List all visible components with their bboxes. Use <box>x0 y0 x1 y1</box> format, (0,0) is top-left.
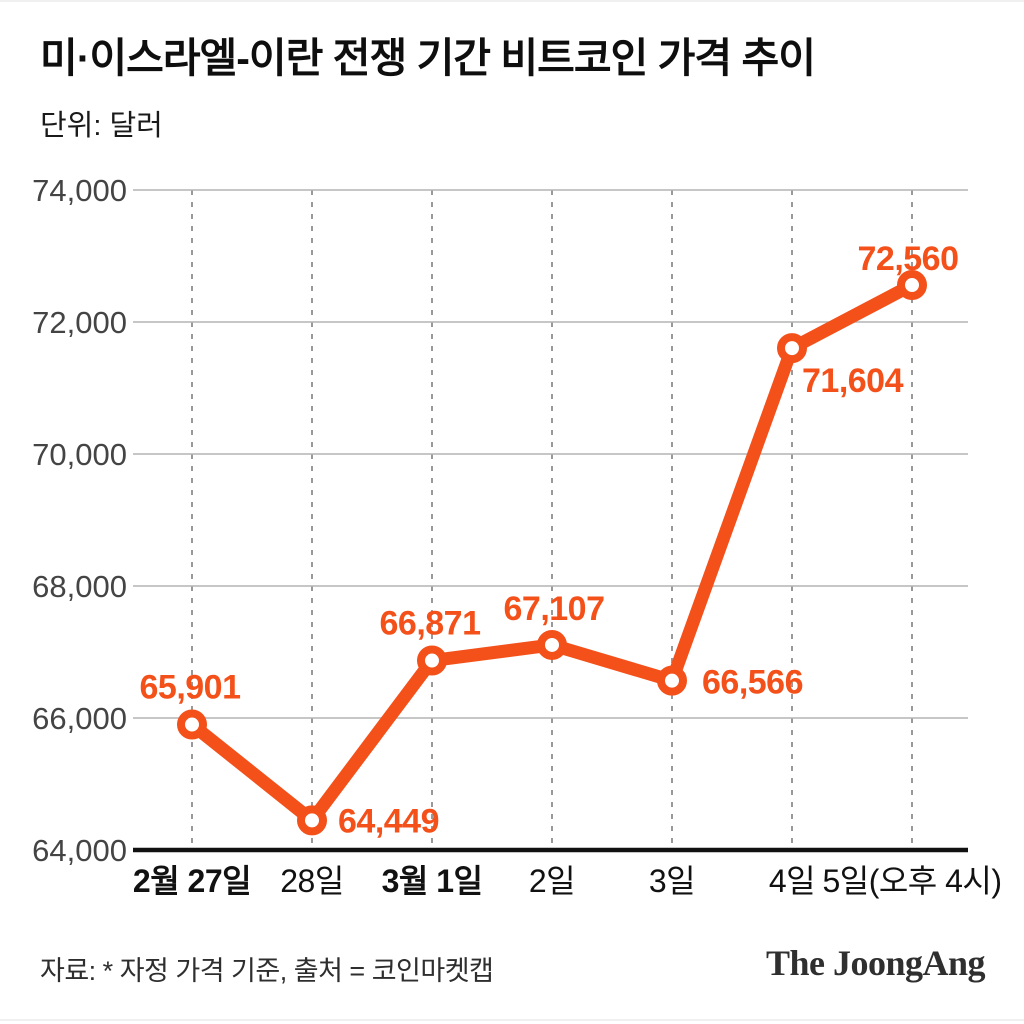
data-point-label: 67,107 <box>504 590 605 628</box>
photo-edge-artifact-bottom <box>0 1019 1024 1021</box>
data-point-marker <box>657 665 687 696</box>
data-point-label: 71,604 <box>802 362 904 400</box>
unit-label: 단위: 달러 <box>40 110 163 142</box>
x-axis-tick-label: 5일(오후 4시) <box>822 863 1001 899</box>
data-point-label: 65,901 <box>140 669 241 707</box>
y-axis-tick-label: 72,000 <box>32 305 127 340</box>
x-axis-tick-label: 4일 <box>769 863 815 899</box>
data-point-marker <box>897 270 927 301</box>
y-axis-tick-label: 70,000 <box>32 437 127 472</box>
data-point-marker <box>177 709 207 740</box>
data-point-label: 66,566 <box>702 664 803 702</box>
data-point-marker <box>417 645 447 676</box>
data-point-marker <box>777 333 807 364</box>
y-axis-tick-label: 74,000 <box>32 173 127 208</box>
x-axis-tick-label: 3일 <box>649 863 695 899</box>
x-axis-tick-label: 2일 <box>529 863 575 899</box>
data-point-marker <box>537 629 567 660</box>
x-axis-tick-label: 2월 27일 <box>133 863 251 899</box>
x-axis-tick-label: 3월 1일 <box>382 863 483 899</box>
joongang-logo: The JoongAng <box>765 943 986 983</box>
photo-edge-artifact-top <box>0 0 1024 2</box>
x-axis-tick-label: 28일 <box>280 863 344 899</box>
y-axis-tick-label: 68,000 <box>32 569 127 604</box>
y-axis-tick-label: 64,000 <box>32 833 127 868</box>
data-point-label: 64,449 <box>338 802 439 840</box>
chart-title: 미·이스라엘-이란 전쟁 기간 비트코인 가격 추이 <box>40 35 816 81</box>
source-note: 자료: * 자정 가격 기준, 출처 = 코인마켓캡 <box>40 956 494 986</box>
data-point-label: 66,871 <box>380 605 481 643</box>
y-axis-tick-label: 66,000 <box>32 701 127 736</box>
data-point-label: 72,560 <box>858 240 959 278</box>
data-point-marker <box>297 805 327 836</box>
